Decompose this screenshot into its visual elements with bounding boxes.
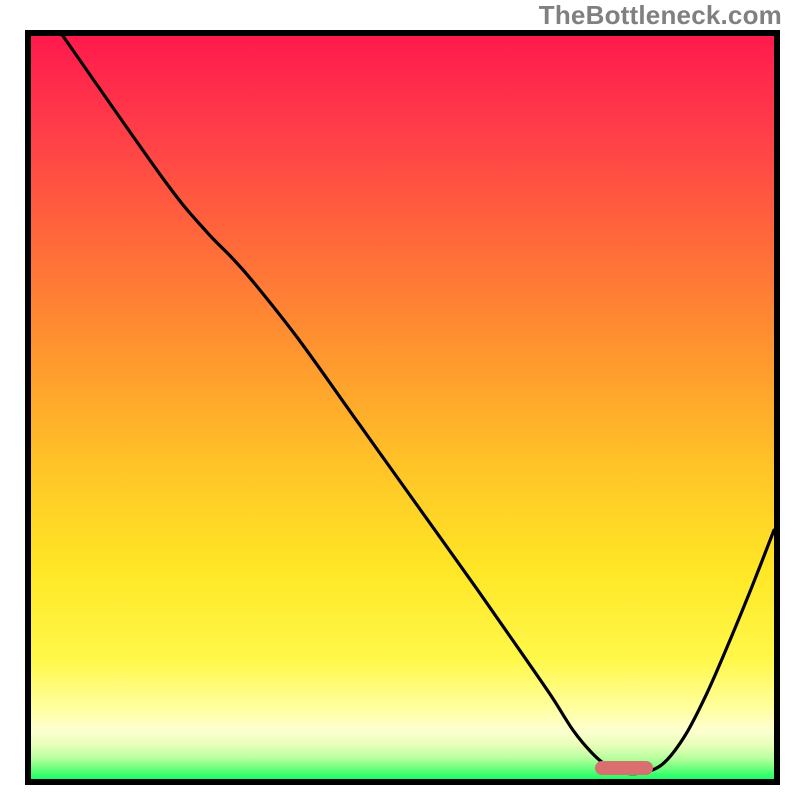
curve-line: [31, 36, 774, 779]
plot-frame: [25, 30, 780, 785]
chart-root: TheBottleneck.com: [0, 0, 800, 800]
optimal-zone-marker: [595, 761, 653, 774]
watermark-text: TheBottleneck.com: [539, 0, 782, 31]
